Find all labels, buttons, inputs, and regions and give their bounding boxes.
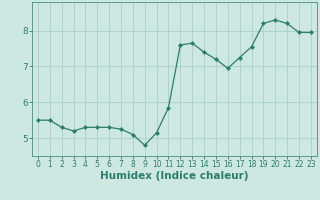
X-axis label: Humidex (Indice chaleur): Humidex (Indice chaleur) — [100, 171, 249, 181]
